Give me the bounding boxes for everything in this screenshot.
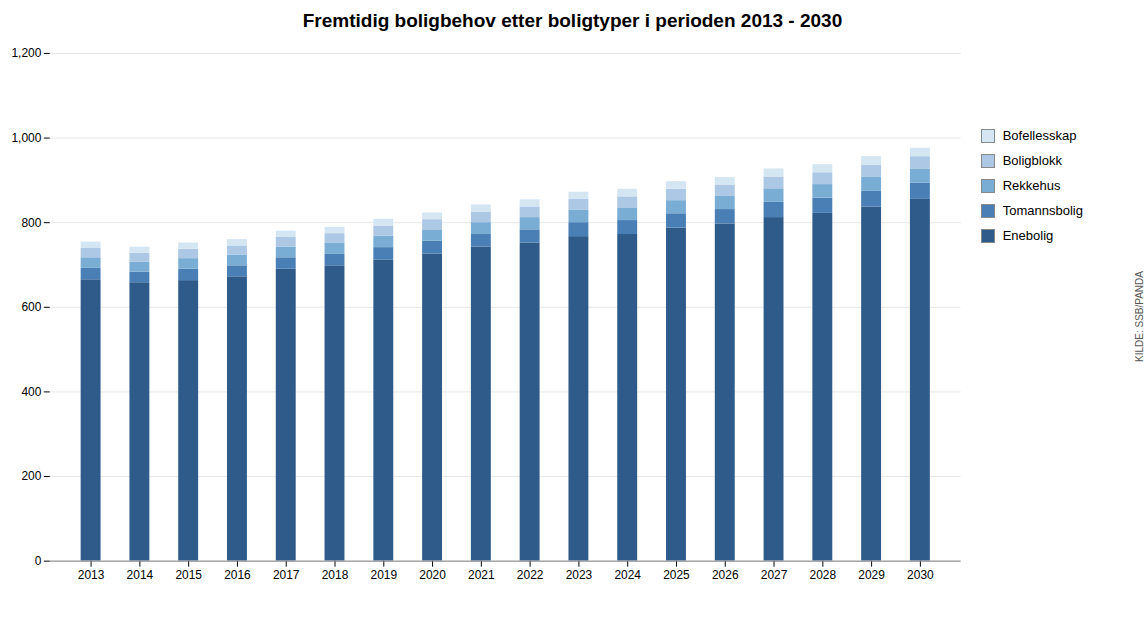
svg-text:2019: 2019	[371, 568, 398, 582]
svg-text:2021: 2021	[468, 568, 495, 582]
svg-text:2020: 2020	[419, 568, 446, 582]
svg-text:2028: 2028	[810, 568, 837, 582]
svg-text:2018: 2018	[322, 568, 349, 582]
html-text:KILDE: SSB/PANDA: KILDE: SSB/PANDA	[1134, 271, 1145, 363]
html-text:Bofellesskap: Bofellesskap	[1002, 128, 1077, 143]
svg-text:600: 600	[21, 300, 41, 314]
html-text:Fremtidig boligbehov etter bol: Fremtidig boligbehov etter boligtyper i …	[302, 10, 843, 31]
svg-text:2027: 2027	[761, 568, 788, 582]
svg-text:2030: 2030	[907, 568, 934, 582]
html-text:Tomannsbolig: Tomannsbolig	[1002, 203, 1083, 218]
svg-text:2029: 2029	[858, 568, 885, 582]
html-text:Boligblokk: Boligblokk	[1002, 153, 1062, 168]
svg-text:2026: 2026	[712, 568, 739, 582]
svg-text:200: 200	[21, 469, 41, 483]
svg-text:800: 800	[21, 215, 41, 229]
svg-text:1,200: 1,200	[11, 46, 41, 60]
svg-text:0: 0	[35, 554, 42, 568]
svg-text:2013: 2013	[78, 568, 105, 582]
svg-text:400: 400	[21, 385, 41, 399]
svg-text:2015: 2015	[175, 568, 202, 582]
svg-text:2016: 2016	[224, 568, 251, 582]
html-text:Rekkehus: Rekkehus	[1002, 178, 1061, 193]
svg-text:2024: 2024	[614, 568, 641, 582]
html-text:Enebolig: Enebolig	[1002, 228, 1054, 243]
svg-text:2023: 2023	[566, 568, 593, 582]
svg-text:2025: 2025	[663, 568, 690, 582]
svg-text:1,000: 1,000	[11, 131, 41, 145]
svg-text:2017: 2017	[273, 568, 300, 582]
svg-text:2022: 2022	[517, 568, 544, 582]
svg-text:2014: 2014	[127, 568, 154, 582]
